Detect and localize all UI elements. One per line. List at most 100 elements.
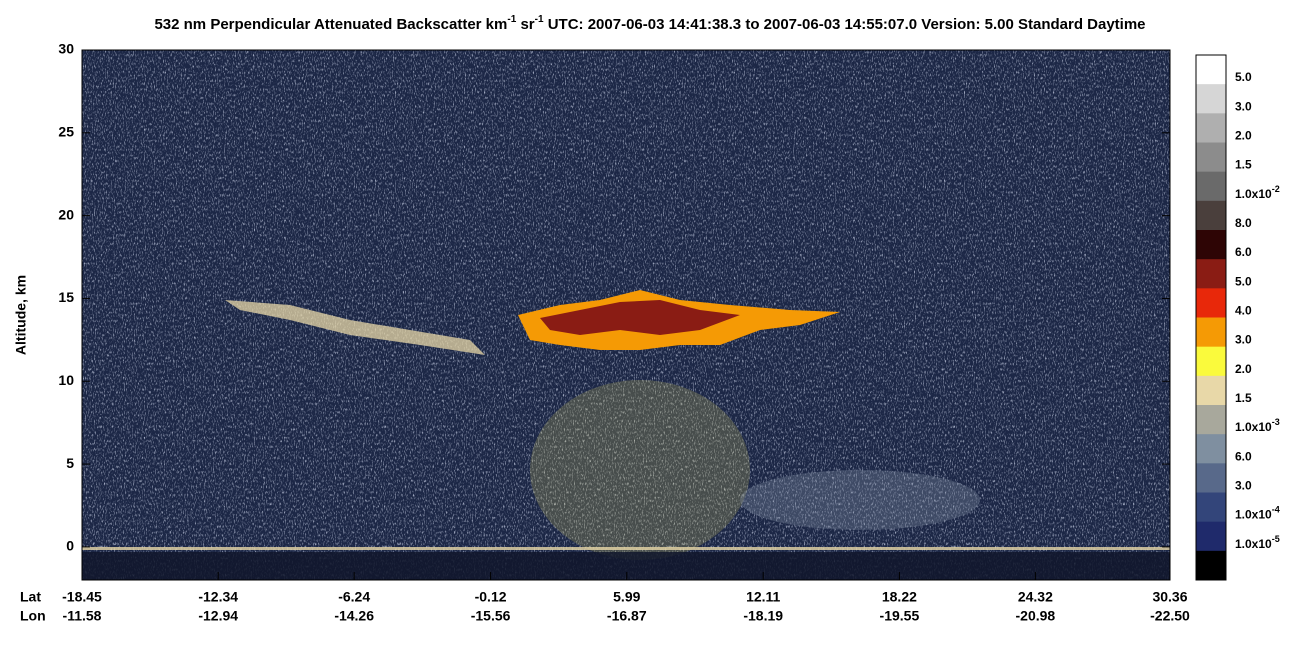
surface-return — [82, 547, 1170, 550]
colorbar-label-text: 8.0 — [1235, 216, 1252, 230]
colorbar-label: 4.0 — [1235, 304, 1252, 318]
title-sup: -1 — [507, 14, 516, 25]
title-part: UTC: 2007-06-03 14:41:38.3 to 2007-06-03… — [544, 16, 1146, 33]
colorbar-label-exponent: -5 — [1272, 534, 1280, 544]
aerosol-feature — [740, 470, 980, 530]
colorbar-label-text: 1.0x10 — [1235, 187, 1272, 201]
lon-tick-label: -14.26 — [334, 608, 374, 624]
y-tick-label: 30 — [58, 41, 74, 57]
x-tick-label: -0.12 — [475, 589, 507, 605]
colorbar-label-text: 1.5 — [1235, 391, 1252, 405]
x-tick-label: -6.24 — [338, 589, 370, 605]
colorbar-label-text: 3.0 — [1235, 333, 1252, 347]
x-tick-label: 18.22 — [882, 589, 917, 605]
colorbar-label-text: 5.0 — [1235, 70, 1252, 84]
colorbar-label-text: 3.0 — [1235, 100, 1252, 114]
cloud-core — [540, 300, 740, 335]
colorbar-label-exponent: -2 — [1272, 184, 1280, 194]
lon-tick-label: -16.87 — [607, 608, 647, 624]
lon-tick-label: -18.19 — [743, 608, 783, 624]
colorbar-swatch — [1196, 200, 1226, 231]
plot-frame — [81, 49, 1171, 581]
colorbar-label-text: 1.0x10 — [1235, 537, 1272, 551]
colorbar-label-text: 6.0 — [1235, 245, 1252, 259]
y-axis-label: Altitude, km — [13, 275, 29, 355]
colorbar-swatch — [1196, 55, 1226, 85]
y-tick-label: 5 — [66, 455, 74, 471]
colorbar-label: 1.5 — [1235, 391, 1252, 405]
colorbar: 5.03.02.01.51.0x10-28.06.05.04.03.02.01.… — [1195, 54, 1280, 581]
colorbar-label-text: 3.0 — [1235, 479, 1252, 493]
lon-tick-label: -22.50 — [1150, 608, 1190, 624]
plot-area — [81, 49, 1171, 581]
colorbar-label-exponent: -4 — [1272, 505, 1280, 515]
x-tick-label: 24.32 — [1018, 589, 1053, 605]
colorbar-swatch — [1196, 288, 1226, 318]
colorbar-label-text: 1.0x10 — [1235, 420, 1272, 434]
colorbar-label: 8.0 — [1235, 216, 1252, 230]
title-part: 532 nm Perpendicular Attenuated Backscat… — [154, 16, 507, 33]
lon-tick-label: -20.98 — [1016, 608, 1056, 624]
colorbar-label: 3.0 — [1235, 479, 1252, 493]
colorbar-label-text: 1.5 — [1235, 158, 1252, 172]
colorbar-label: 6.0 — [1235, 450, 1252, 464]
colorbar-label: 1.5 — [1235, 158, 1252, 172]
colorbar-label: 5.0 — [1235, 275, 1252, 289]
colorbar-swatch — [1196, 375, 1226, 406]
x-tick-label: 5.99 — [613, 589, 640, 605]
colorbar-swatch — [1196, 142, 1226, 173]
x-row-label: Lat — [20, 589, 41, 605]
x-row-label: Lon — [20, 608, 46, 624]
cloud-feature — [225, 300, 485, 355]
title-part: sr — [516, 16, 535, 33]
x-tick-label: -12.34 — [198, 589, 238, 605]
colorbar-frame — [1195, 54, 1227, 581]
colorbar-label: 2.0 — [1235, 362, 1252, 376]
y-tick-label: 0 — [66, 538, 74, 554]
x-tick-label: -18.45 — [62, 589, 102, 605]
lon-tick-label: -11.58 — [63, 608, 102, 624]
lon-tick-label: -12.94 — [198, 608, 238, 624]
colorbar-swatch — [1196, 113, 1226, 143]
colorbar-swatch — [1196, 434, 1226, 464]
colorbar-label-text: 6.0 — [1235, 450, 1252, 464]
colorbar-label-text: 1.0x10 — [1235, 508, 1272, 522]
subsurface — [82, 552, 1170, 580]
colorbar-swatch — [1196, 259, 1226, 289]
title-sup: -1 — [535, 14, 544, 25]
colorbar-swatch — [1196, 405, 1226, 435]
colorbar-swatch — [1196, 346, 1226, 377]
chart-title: 532 nm Perpendicular Attenuated Backscat… — [154, 14, 1145, 33]
colorbar-label: 1.0x10-4 — [1235, 505, 1280, 522]
y-tick-label: 25 — [58, 124, 74, 140]
y-tick-label: 10 — [58, 372, 74, 388]
colorbar-label-exponent: -3 — [1272, 418, 1280, 428]
colorbar-swatch — [1196, 317, 1226, 348]
x-tick-label: 30.36 — [1152, 589, 1187, 605]
colorbar-label-text: 5.0 — [1235, 275, 1252, 289]
aerosol-feature — [530, 380, 750, 560]
colorbar-label-text: 2.0 — [1235, 129, 1252, 143]
colorbar-label: 3.0 — [1235, 333, 1252, 347]
colorbar-label: 5.0 — [1235, 70, 1252, 84]
colorbar-label: 1.0x10-3 — [1235, 418, 1280, 435]
colorbar-label-text: 2.0 — [1235, 362, 1252, 376]
colorbar-swatch — [1196, 521, 1226, 552]
colorbar-label: 2.0 — [1235, 129, 1252, 143]
x-tick-label: 12.11 — [746, 589, 780, 605]
colorbar-swatch — [1196, 550, 1226, 581]
colorbar-label: 1.0x10-5 — [1235, 534, 1280, 551]
lon-tick-label: -15.56 — [471, 608, 511, 624]
lon-tick-label: -19.55 — [880, 608, 920, 624]
y-tick-label: 20 — [58, 206, 74, 222]
colorbar-label: 3.0 — [1235, 100, 1252, 114]
colorbar-swatch — [1196, 230, 1226, 260]
colorbar-swatch — [1196, 463, 1226, 493]
colorbar-label-text: 4.0 — [1235, 304, 1252, 318]
colorbar-swatch — [1196, 84, 1226, 114]
colorbar-label: 6.0 — [1235, 245, 1252, 259]
colorbar-label: 1.0x10-2 — [1235, 184, 1280, 201]
y-tick-label: 15 — [58, 289, 74, 305]
colorbar-swatch — [1196, 171, 1226, 202]
